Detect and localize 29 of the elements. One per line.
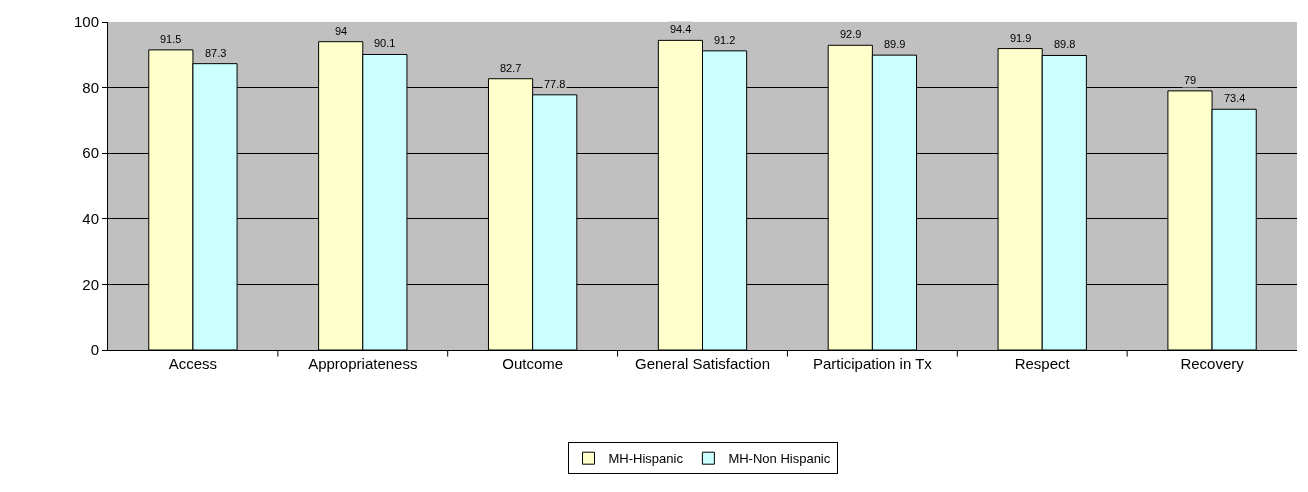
data-label: 94 bbox=[335, 25, 348, 37]
y-tick-label: 100 bbox=[73, 13, 99, 31]
data-label: 82.7 bbox=[500, 62, 522, 74]
y-tick-label: 40 bbox=[82, 210, 99, 228]
data-label: 73.4 bbox=[1224, 92, 1246, 104]
x-tick-label: Recovery bbox=[1180, 355, 1245, 372]
data-label: 91.2 bbox=[714, 34, 736, 46]
x-tick-label: Respect bbox=[1014, 355, 1071, 372]
y-tick-label: 20 bbox=[82, 275, 99, 293]
data-label: 79 bbox=[1184, 74, 1197, 86]
x-tick-label: Participation in Tx bbox=[812, 355, 933, 372]
legend-label: MH-Non Hispanic bbox=[728, 451, 831, 467]
data-label: 92.9 bbox=[840, 28, 862, 40]
data-label: 90.1 bbox=[374, 37, 396, 49]
y-tick-label: 80 bbox=[82, 78, 99, 96]
data-label: 89.8 bbox=[1054, 38, 1076, 50]
y-tick-label: 60 bbox=[82, 144, 99, 162]
y-tick-label: 0 bbox=[90, 341, 99, 359]
x-tick-label: Access bbox=[168, 355, 218, 372]
data-label: 91.9 bbox=[1010, 32, 1032, 44]
data-label: 94.4 bbox=[670, 23, 692, 35]
data-label: 91.5 bbox=[160, 33, 182, 45]
x-tick-label: Appropriateness bbox=[308, 355, 418, 372]
data-label: 87.3 bbox=[205, 47, 227, 59]
x-tick-label: Outcome bbox=[502, 355, 564, 372]
legend-label: MH-Hispanic bbox=[608, 451, 684, 467]
x-tick-label: General Satisfaction bbox=[634, 355, 771, 372]
data-label: 89.9 bbox=[884, 38, 906, 50]
data-label: 77.8 bbox=[544, 78, 566, 90]
